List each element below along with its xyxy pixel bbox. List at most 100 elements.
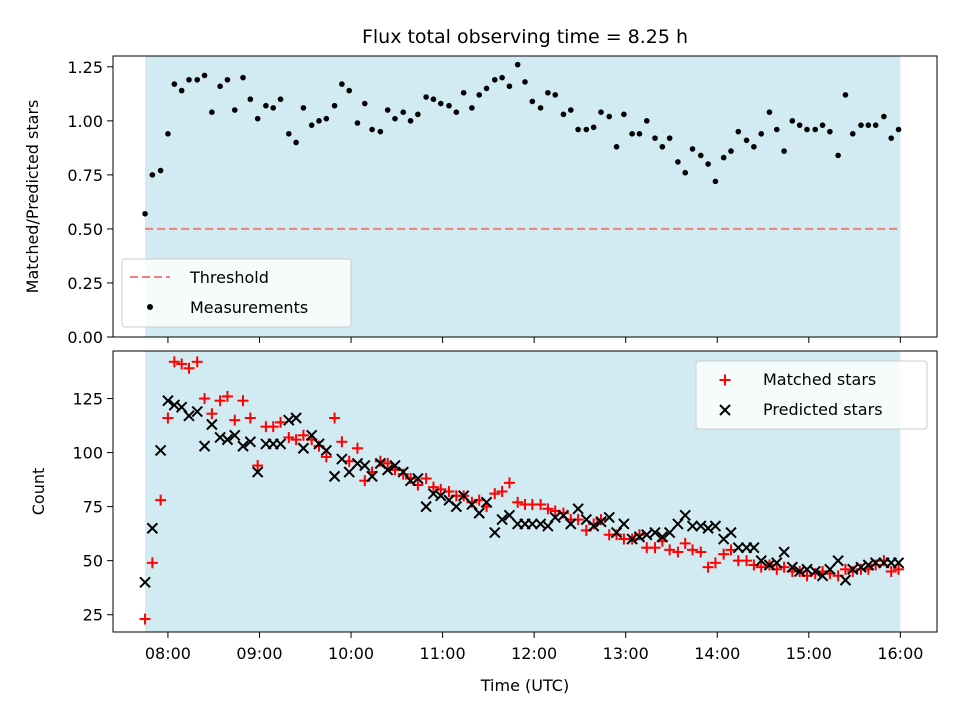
matched-star-point xyxy=(709,557,721,569)
legend-matched-swatch xyxy=(719,374,731,386)
count-axes-frame xyxy=(112,350,938,633)
measurement-point xyxy=(231,107,238,113)
measurement-point xyxy=(323,115,330,122)
x-tick-label: 16:00 xyxy=(877,644,923,663)
count-legend: Matched stars Predicted stars xyxy=(695,360,928,430)
legend-measurements-label: Measurements xyxy=(190,298,308,317)
predicted-star-point xyxy=(748,541,760,554)
predicted-star-point xyxy=(641,529,653,541)
x-axis-label: Time (UTC) xyxy=(480,676,569,695)
matched-star-point xyxy=(405,473,417,485)
y-tick-label: 25 xyxy=(83,606,103,625)
measurement-point xyxy=(415,111,421,118)
predicted-star-point xyxy=(572,503,584,515)
matched-star-point xyxy=(893,563,905,575)
predicted-star-point xyxy=(489,526,501,539)
measurement-point xyxy=(659,143,666,150)
predicted-star-point xyxy=(198,440,211,452)
x-tick-label: 11:00 xyxy=(420,644,466,663)
matched-star-point xyxy=(176,358,188,370)
count-x-ticks: 08:00 09:00 10:00 11:00 12:00 13:00 14:00 15:00… xyxy=(145,632,923,663)
predicted-star-point xyxy=(162,395,174,407)
matched-star-point xyxy=(168,356,180,368)
measurement-point xyxy=(476,92,483,98)
predicted-star-point xyxy=(496,513,508,526)
predicted-star-point xyxy=(412,472,424,485)
matched-star-point xyxy=(687,544,699,556)
matched-star-point xyxy=(275,416,287,428)
predicted-star-point xyxy=(450,500,463,513)
matched-star-point xyxy=(741,555,753,567)
measurement-point xyxy=(712,178,719,185)
x-tick-label: 14:00 xyxy=(694,644,740,663)
predicted-star-point xyxy=(809,565,821,578)
measurement-point xyxy=(629,131,635,137)
matched-star-point xyxy=(535,498,547,510)
measurement-point xyxy=(157,167,164,174)
x-tick-label: 12:00 xyxy=(511,644,557,663)
predicted-star-point xyxy=(526,518,539,530)
measurement-point xyxy=(682,169,689,176)
measurement-point xyxy=(758,131,765,137)
predicted-star-point xyxy=(603,511,615,524)
measurement-point xyxy=(743,137,750,144)
predicted-stars-series xyxy=(139,395,905,588)
measurement-point xyxy=(537,105,544,111)
matched-star-point xyxy=(206,408,218,420)
measurement-point xyxy=(194,76,201,83)
predicted-star-point xyxy=(892,557,905,569)
measurement-point xyxy=(804,126,810,133)
predicted-star-point xyxy=(663,526,676,539)
measurement-point xyxy=(446,102,452,109)
predicted-star-point xyxy=(862,559,875,571)
measurement-point xyxy=(697,152,704,159)
measurement-point xyxy=(437,100,444,107)
predicted-star-point xyxy=(709,520,722,532)
ratio-legend: Threshold Measurements xyxy=(121,258,352,328)
y-tick-label: 75 xyxy=(83,498,103,517)
predicted-star-point xyxy=(214,431,226,444)
measurement-point xyxy=(483,85,490,92)
ratio-y-ticks: 0.00 0.25 0.50 0.75 1.00 1.25 xyxy=(67,58,113,347)
predicted-star-point xyxy=(725,526,737,539)
count-y-axis-label: Count xyxy=(29,468,48,516)
matched-star-point xyxy=(496,486,508,497)
y-tick-label: 0.25 xyxy=(67,274,103,293)
measurement-point xyxy=(201,72,208,79)
measurement-point xyxy=(781,148,787,154)
measurement-point xyxy=(675,159,681,165)
predicted-star-point xyxy=(427,487,440,500)
matched-star-point xyxy=(244,412,256,424)
measurement-point xyxy=(789,118,796,124)
measurement-point xyxy=(705,161,711,167)
measurement-point xyxy=(165,131,171,137)
predicted-star-point xyxy=(457,490,470,502)
measurement-point xyxy=(407,118,414,124)
predicted-star-point xyxy=(565,518,577,530)
predicted-star-point xyxy=(154,444,167,457)
legend-matched-label: Matched stars xyxy=(763,370,876,389)
measurement-point xyxy=(773,126,780,133)
predicted-star-point xyxy=(839,574,852,586)
matched-stars-series xyxy=(139,356,905,625)
ratio-panel: 0.00 0.25 0.50 0.75 1.00 1.25 Flux total obse… xyxy=(23,26,938,347)
predicted-star-point xyxy=(146,522,159,534)
legend-threshold-label: Threshold xyxy=(189,268,269,287)
matched-star-point xyxy=(290,434,302,446)
measurement-point xyxy=(819,122,826,128)
x-tick-label: 13:00 xyxy=(603,644,649,663)
matched-star-point xyxy=(382,457,394,469)
predicted-star-point xyxy=(793,565,806,578)
predicted-star-point xyxy=(855,561,867,573)
predicted-star-point xyxy=(191,405,203,418)
measurement-point xyxy=(423,94,429,100)
predicted-star-point xyxy=(480,496,493,509)
measurement-point xyxy=(346,87,353,94)
measurement-point xyxy=(263,102,269,109)
matched-star-point xyxy=(397,468,409,480)
measurement-point xyxy=(149,172,156,178)
predicted-star-point xyxy=(832,554,844,567)
count-y-ticks: 25 50 75 100 125 xyxy=(72,390,113,625)
count-panel: 25 50 75 100 125 08:00 09:00 10:00 11:00 12:00 13… xyxy=(29,350,938,695)
